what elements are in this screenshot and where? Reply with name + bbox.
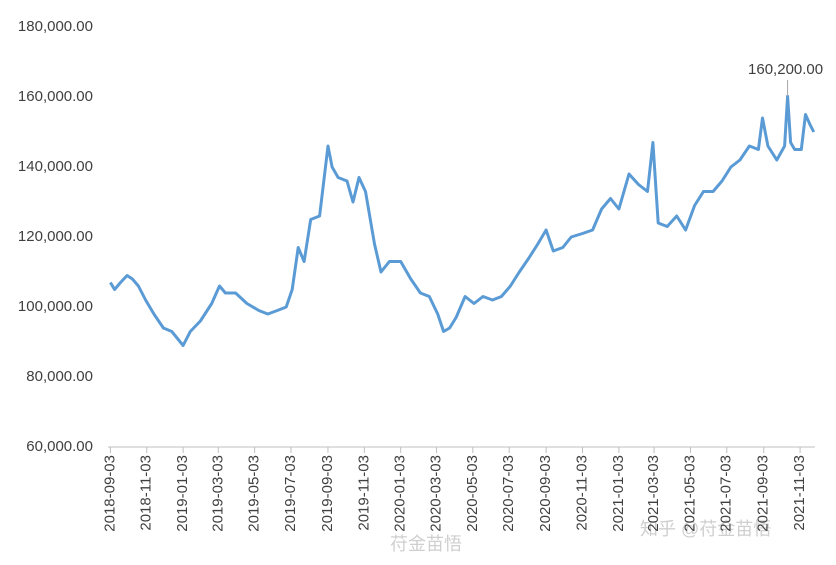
x-tick-label: 2018-09-03 <box>101 455 118 532</box>
series-line <box>109 94 816 347</box>
x-tick-label: 2019-07-03 <box>282 455 299 532</box>
x-tick-label: 2021-01-03 <box>610 455 627 532</box>
x-tick-label: 2019-01-03 <box>174 455 191 532</box>
x-tick-label: 2019-09-03 <box>319 455 336 532</box>
y-tick-label: 60,000.00 <box>26 438 93 455</box>
x-tick-label: 2021-03-03 <box>645 455 662 532</box>
x-tick-label: 2021-05-03 <box>681 455 698 532</box>
x-tick-label: 2021-07-03 <box>718 455 735 532</box>
y-tick-label: 140,000.00 <box>18 158 93 175</box>
y-tick-label: 80,000.00 <box>26 368 93 385</box>
annotation-label: 160,200.00 <box>748 61 823 78</box>
x-tick-label: 2020-09-03 <box>537 455 554 532</box>
x-tick-label: 2020-07-03 <box>500 455 517 532</box>
x-tick-label: 2019-11-03 <box>355 455 372 531</box>
x-tick-label: 2020-11-03 <box>573 455 590 531</box>
x-tick-label: 2019-05-03 <box>246 455 263 532</box>
x-tick-label: 2020-01-03 <box>392 455 409 532</box>
y-tick-label: 160,000.00 <box>18 88 93 105</box>
x-tick-label: 2021-11-03 <box>791 455 808 531</box>
x-tick-label: 2019-03-03 <box>209 455 226 532</box>
y-tick-label: 180,000.00 <box>18 18 93 35</box>
x-tick-label: 2018-11-03 <box>138 455 155 531</box>
x-tick-label: 2020-03-03 <box>427 455 444 532</box>
watermark: 苻金苗悟 <box>390 534 462 554</box>
y-tick-label: 100,000.00 <box>18 298 93 315</box>
y-tick-label: 120,000.00 <box>18 228 93 245</box>
x-tick-label: 2020-05-03 <box>464 455 481 532</box>
watermark: 知乎 @苻金苗悟 <box>640 519 771 539</box>
x-tick-label: 2021-09-03 <box>755 455 772 532</box>
